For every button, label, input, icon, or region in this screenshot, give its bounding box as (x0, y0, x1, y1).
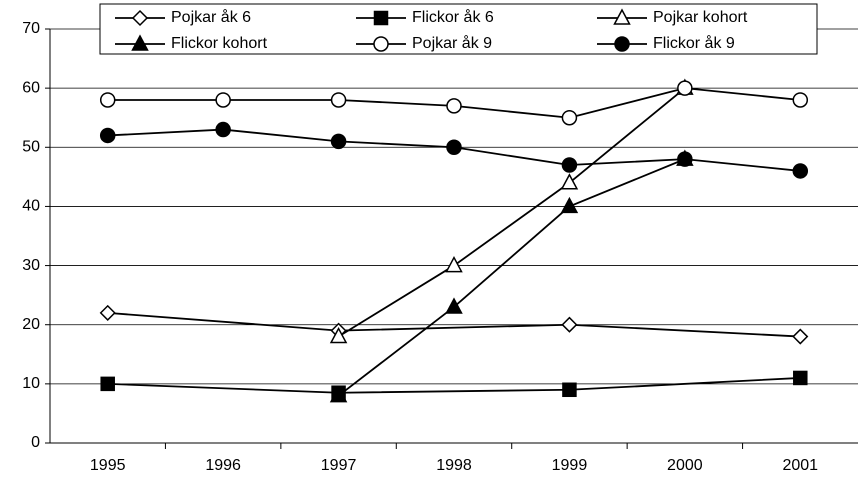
point (131, 9, 149, 27)
point (215, 121, 231, 138)
point (613, 8, 631, 25)
legend: Pojkar åk 6 Flickor åk 6 Pojkar kohort Flic… (99, 3, 818, 55)
legend-label: Flickor kohort (171, 35, 268, 52)
x-tick-label: 1998 (436, 457, 472, 474)
legend-label: Pojkar åk 9 (412, 34, 492, 52)
point (99, 304, 116, 321)
y-tick-label: 60 (22, 79, 40, 96)
point (561, 157, 578, 173)
point (614, 36, 630, 52)
line (338, 158, 686, 397)
point (329, 386, 348, 403)
legend-label: Pojkar kohort (653, 9, 748, 26)
point (373, 10, 389, 26)
y-tick-label: 70 (22, 20, 40, 37)
legend-label: Pojkar åk 6 (171, 8, 251, 26)
y-tick-label: 30 (22, 257, 40, 274)
point (446, 98, 462, 114)
point (99, 92, 116, 108)
x-tick-label: 1996 (205, 457, 241, 474)
point (561, 109, 578, 126)
point (561, 316, 578, 333)
y-tick-label: 0 (31, 434, 40, 451)
legend-box (99, 3, 818, 55)
line (338, 87, 686, 338)
line (107, 311, 801, 338)
point (330, 92, 347, 108)
point (445, 255, 463, 273)
point (792, 163, 809, 179)
point (560, 196, 579, 214)
x-tick-label: 1999 (552, 457, 588, 474)
point (562, 382, 577, 398)
point (329, 326, 348, 344)
point (677, 151, 693, 167)
point (792, 92, 809, 108)
point (677, 80, 693, 96)
point (131, 34, 149, 51)
x-tick-label: 1997 (321, 457, 357, 474)
legend-label: Flickor åk 6 (412, 8, 494, 26)
point (560, 173, 579, 190)
y-tick-label: 20 (22, 316, 40, 333)
point (373, 36, 389, 52)
legend-label: Flickor åk 9 (653, 34, 735, 52)
point (445, 297, 463, 314)
y-tick-label: 10 (22, 375, 40, 392)
point (99, 127, 116, 144)
point (793, 370, 808, 386)
x-tick-label: 2000 (667, 457, 703, 474)
line (107, 377, 801, 394)
point (330, 133, 347, 150)
point (215, 92, 231, 108)
point (446, 139, 462, 156)
x-tick-label: 2001 (782, 457, 818, 474)
y-tick-label: 50 (22, 139, 40, 156)
x-tick-label: 1995 (90, 457, 126, 474)
y-tick-label: 40 (22, 198, 40, 215)
point (100, 376, 115, 392)
point (792, 328, 809, 345)
